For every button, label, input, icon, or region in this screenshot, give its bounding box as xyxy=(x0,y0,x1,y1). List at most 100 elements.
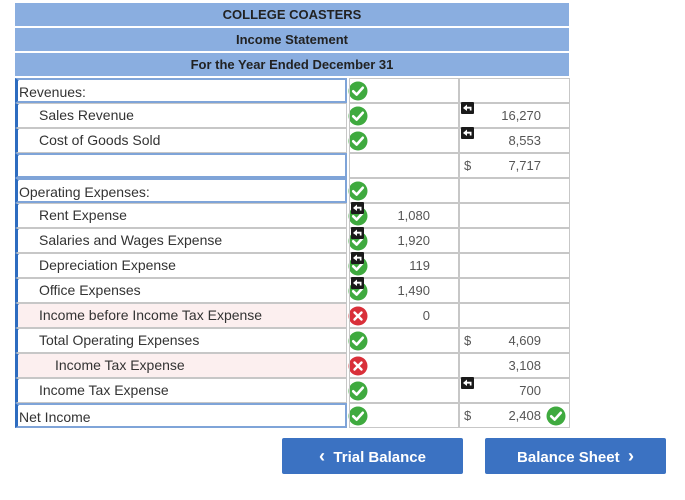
account-select[interactable]: Operating Expenses: xyxy=(15,178,347,203)
amount-input[interactable]: 1,080 xyxy=(349,202,459,228)
amount-value: 1,490 xyxy=(397,283,430,298)
amount-input[interactable]: 1,490 xyxy=(349,277,459,303)
error-x-icon xyxy=(348,306,368,326)
account-label: Net Income xyxy=(19,409,91,425)
undo-icon[interactable] xyxy=(461,102,474,114)
amount-value: 1,080 xyxy=(397,208,430,223)
amount-input[interactable] xyxy=(349,403,459,428)
check-icon xyxy=(348,81,368,101)
statement-row: Operating Expenses: xyxy=(15,178,570,203)
account-select[interactable]: Salaries and Wages Expense xyxy=(15,228,347,253)
statement-row: Income before Income Tax Expense 0 xyxy=(15,303,570,328)
account-select[interactable]: Income before Income Tax Expense xyxy=(15,303,347,328)
amount-input[interactable] xyxy=(349,178,459,203)
check-icon xyxy=(348,381,368,401)
statement-row: Total Operating Expenses $4,609 xyxy=(15,328,570,353)
undo-icon[interactable] xyxy=(351,277,364,289)
account-select[interactable] xyxy=(15,153,347,178)
total-input[interactable] xyxy=(459,78,570,103)
currency-symbol: $ xyxy=(464,333,472,348)
account-select[interactable]: Rent Expense xyxy=(15,203,347,228)
total-input[interactable] xyxy=(459,253,570,278)
account-select[interactable]: Net Income xyxy=(15,403,347,428)
statement-title: Income Statement xyxy=(15,28,569,52)
dropdown-flag-icon xyxy=(18,405,21,409)
company-name: COLLEGE COASTERS xyxy=(15,3,569,27)
undo-icon[interactable] xyxy=(351,202,364,214)
undo-icon[interactable] xyxy=(351,227,364,239)
statement-row: Income Tax Expense 700 xyxy=(15,377,570,403)
account-label: Depreciation Expense xyxy=(39,257,176,273)
undo-icon[interactable] xyxy=(461,377,474,389)
dropdown-flag-icon xyxy=(18,354,21,358)
amount-input[interactable] xyxy=(349,78,459,103)
account-label: Revenues: xyxy=(19,84,86,100)
undo-icon[interactable] xyxy=(351,252,364,264)
total-input[interactable]: 700 xyxy=(459,377,570,403)
trial-balance-button[interactable]: ‹ Trial Balance xyxy=(282,438,463,474)
account-select[interactable]: Total Operating Expenses xyxy=(15,328,347,353)
total-input[interactable] xyxy=(459,278,570,303)
statement-row: Office Expenses 1,490 xyxy=(15,277,570,303)
account-label: Income Tax Expense xyxy=(55,357,185,373)
total-input[interactable]: 16,270 xyxy=(459,102,570,128)
dropdown-flag-icon xyxy=(18,129,21,133)
statement-period: For the Year Ended December 31 xyxy=(15,53,569,77)
total-input[interactable]: 8,553 xyxy=(459,127,570,153)
balance-sheet-label: Balance Sheet xyxy=(517,449,620,466)
account-label: Operating Expenses: xyxy=(19,184,150,200)
total-input[interactable]: $4,609 xyxy=(459,328,570,353)
statement-row: Net Income $2,408 xyxy=(15,403,570,428)
amount-input[interactable]: 119 xyxy=(349,252,459,278)
account-label: Income before Income Tax Expense xyxy=(39,307,263,323)
total-input[interactable]: $2,408 xyxy=(459,403,570,428)
income-statement-table: Revenues: Sales Revenue 16,270 Cost of Good… xyxy=(15,78,570,428)
amount-input[interactable]: 0 xyxy=(349,303,459,328)
amount-input[interactable] xyxy=(349,103,459,128)
check-icon xyxy=(348,131,368,151)
check-icon xyxy=(546,406,566,431)
dropdown-flag-icon xyxy=(18,104,21,108)
total-input[interactable] xyxy=(459,303,570,328)
currency-symbol: $ xyxy=(464,408,472,423)
undo-icon[interactable] xyxy=(461,127,474,139)
amount-value: 119 xyxy=(409,258,430,273)
amount-input[interactable]: 1,920 xyxy=(349,227,459,253)
account-select[interactable]: Income Tax Expense xyxy=(15,378,347,403)
amount-input[interactable] xyxy=(349,153,459,178)
check-icon xyxy=(348,181,368,201)
account-label: Sales Revenue xyxy=(39,107,134,123)
amount-input[interactable] xyxy=(349,378,459,403)
amount-input[interactable] xyxy=(349,128,459,153)
dropdown-flag-icon xyxy=(18,379,21,383)
total-input[interactable] xyxy=(459,203,570,228)
account-select[interactable]: Office Expenses xyxy=(15,278,347,303)
amount-input[interactable] xyxy=(349,353,459,378)
statement-row: Salaries and Wages Expense 1,920 xyxy=(15,227,570,253)
check-icon xyxy=(348,106,368,126)
account-select[interactable]: Cost of Goods Sold xyxy=(15,128,347,153)
chevron-right-icon: › xyxy=(627,446,634,466)
dropdown-flag-icon xyxy=(18,304,21,308)
balance-sheet-button[interactable]: Balance Sheet › xyxy=(485,438,666,474)
total-value: 4,609 xyxy=(508,333,541,348)
dropdown-flag-icon xyxy=(18,229,21,233)
dropdown-flag-icon xyxy=(18,279,21,283)
total-input[interactable]: 3,108 xyxy=(459,353,570,378)
statement-row: Income Tax Expense 3,108 xyxy=(15,353,570,378)
dropdown-flag-icon xyxy=(18,254,21,258)
account-select[interactable]: Revenues: xyxy=(15,78,347,103)
statement-row: Depreciation Expense 119 xyxy=(15,252,570,278)
account-select[interactable]: Income Tax Expense xyxy=(15,353,347,378)
account-select[interactable]: Depreciation Expense xyxy=(15,253,347,278)
total-value: 2,408 xyxy=(508,408,541,423)
error-x-icon xyxy=(348,356,368,376)
amount-input[interactable] xyxy=(349,328,459,353)
account-select[interactable]: Sales Revenue xyxy=(15,103,347,128)
trial-balance-label: Trial Balance xyxy=(333,449,426,466)
total-input[interactable] xyxy=(459,178,570,203)
total-value: 7,717 xyxy=(508,158,541,173)
amount-value: 0 xyxy=(422,308,430,323)
total-input[interactable] xyxy=(459,228,570,253)
total-input[interactable]: $7,717 xyxy=(459,153,570,178)
